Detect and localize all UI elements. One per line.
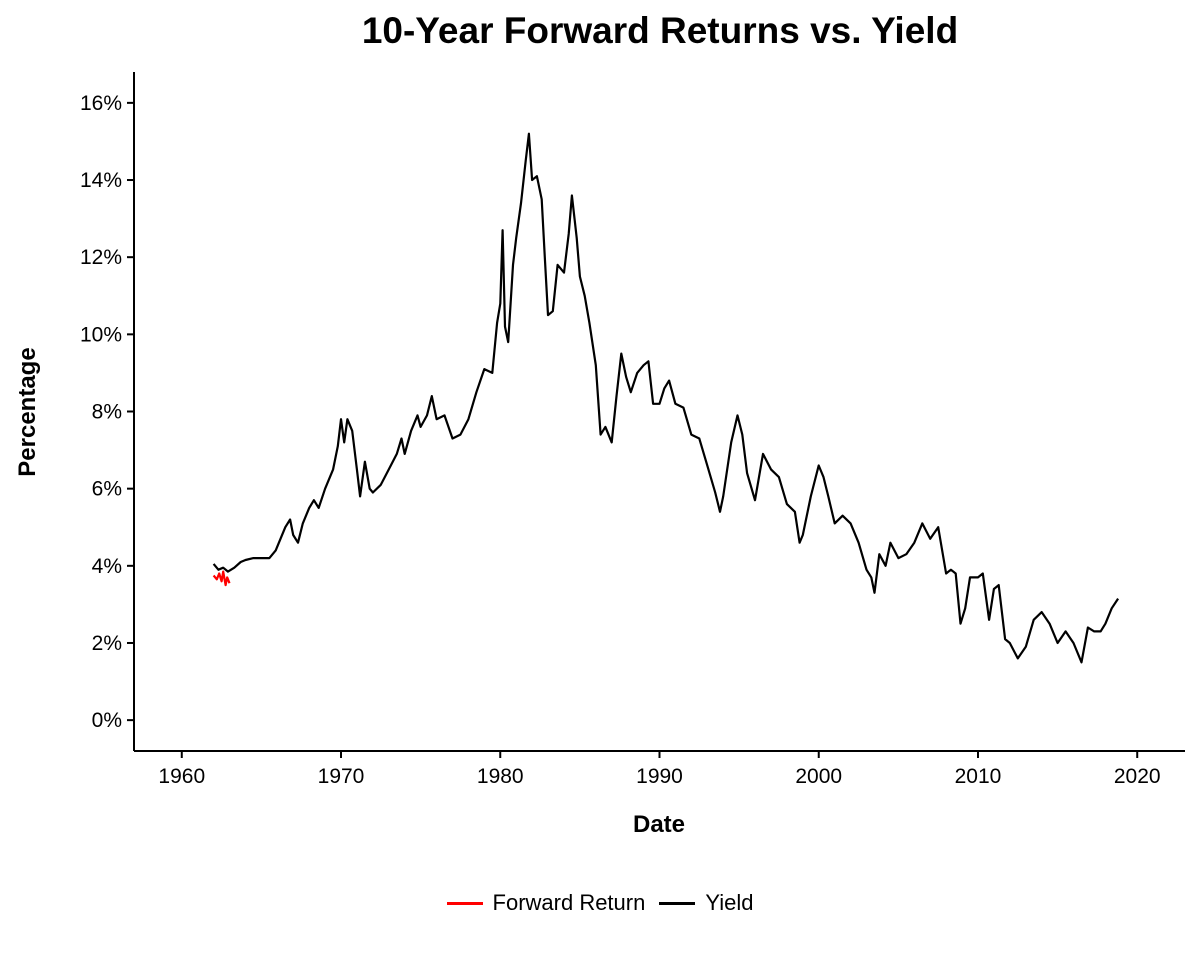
- x-tick-label: 1990: [636, 765, 683, 788]
- legend-swatch-yield: [659, 901, 696, 905]
- axes: [133, 72, 1185, 752]
- legend-label-forward-return: Forward Return: [492, 890, 646, 915]
- y-ticks: 0% 2% 4% 6% 8% 10% 12% 14% 16%: [80, 92, 134, 732]
- x-tick-label: 1970: [318, 765, 365, 788]
- series-line-forward-return: [212, 570, 231, 587]
- y-axis-title: Percentage: [14, 347, 41, 476]
- x-tick-label: 1960: [158, 765, 205, 788]
- legend-item-forward-return: Forward Return: [446, 890, 646, 916]
- y-tick-label: 0%: [92, 709, 122, 732]
- x-tick-label: 2000: [795, 765, 842, 788]
- y-tick-label: 14%: [80, 169, 122, 192]
- legend-swatch-forward-return: [446, 901, 483, 905]
- x-tick-label: 1980: [477, 765, 524, 788]
- legend-item-yield: Yield: [659, 890, 753, 916]
- x-tick-label: 2020: [1114, 765, 1161, 788]
- y-tick-label: 12%: [80, 246, 122, 269]
- legend-label-yield: Yield: [705, 890, 754, 915]
- y-tick-label: 4%: [92, 555, 122, 578]
- series-line-yield: [212, 132, 1120, 664]
- x-tick-label: 2010: [955, 765, 1002, 788]
- y-tick-label: 2%: [92, 632, 122, 655]
- x-ticks: 1960 1970 1980 1990 2000 2010 2020: [158, 751, 1161, 788]
- chart-title: 10-Year Forward Returns vs. Yield: [361, 10, 959, 51]
- series-lines: [212, 132, 1120, 664]
- legend: Forward Return Yield: [0, 890, 1200, 916]
- y-tick-label: 8%: [92, 401, 122, 424]
- y-tick-label: 16%: [80, 92, 122, 115]
- y-tick-label: 6%: [92, 478, 122, 501]
- x-axis-title: Date: [633, 811, 685, 838]
- y-tick-label: 10%: [80, 323, 122, 346]
